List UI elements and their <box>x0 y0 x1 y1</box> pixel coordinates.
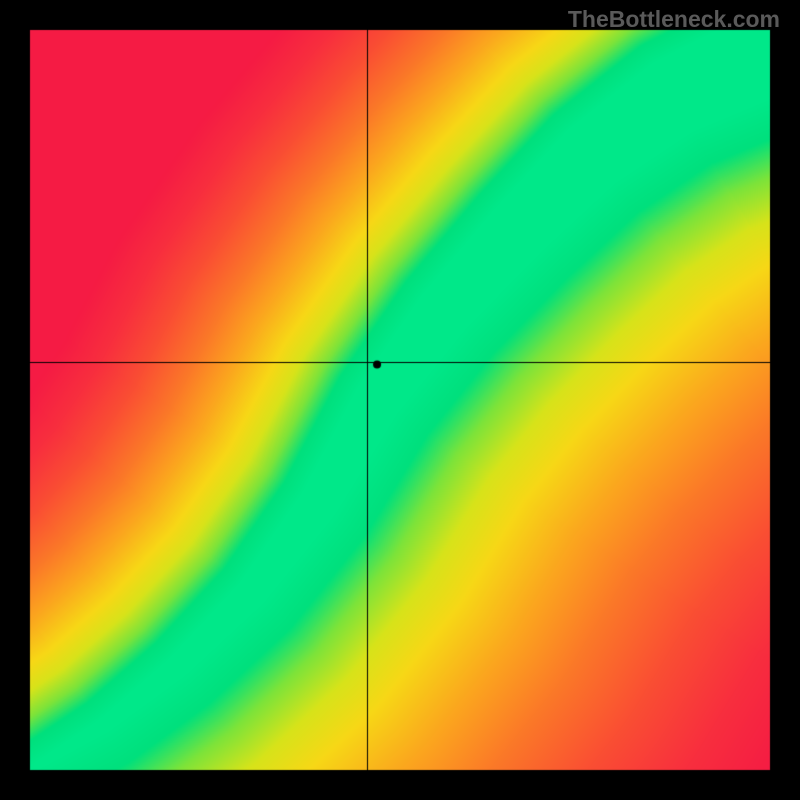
heatmap-canvas <box>0 0 800 800</box>
chart-container: TheBottleneck.com <box>0 0 800 800</box>
watermark-label: TheBottleneck.com <box>568 6 780 33</box>
